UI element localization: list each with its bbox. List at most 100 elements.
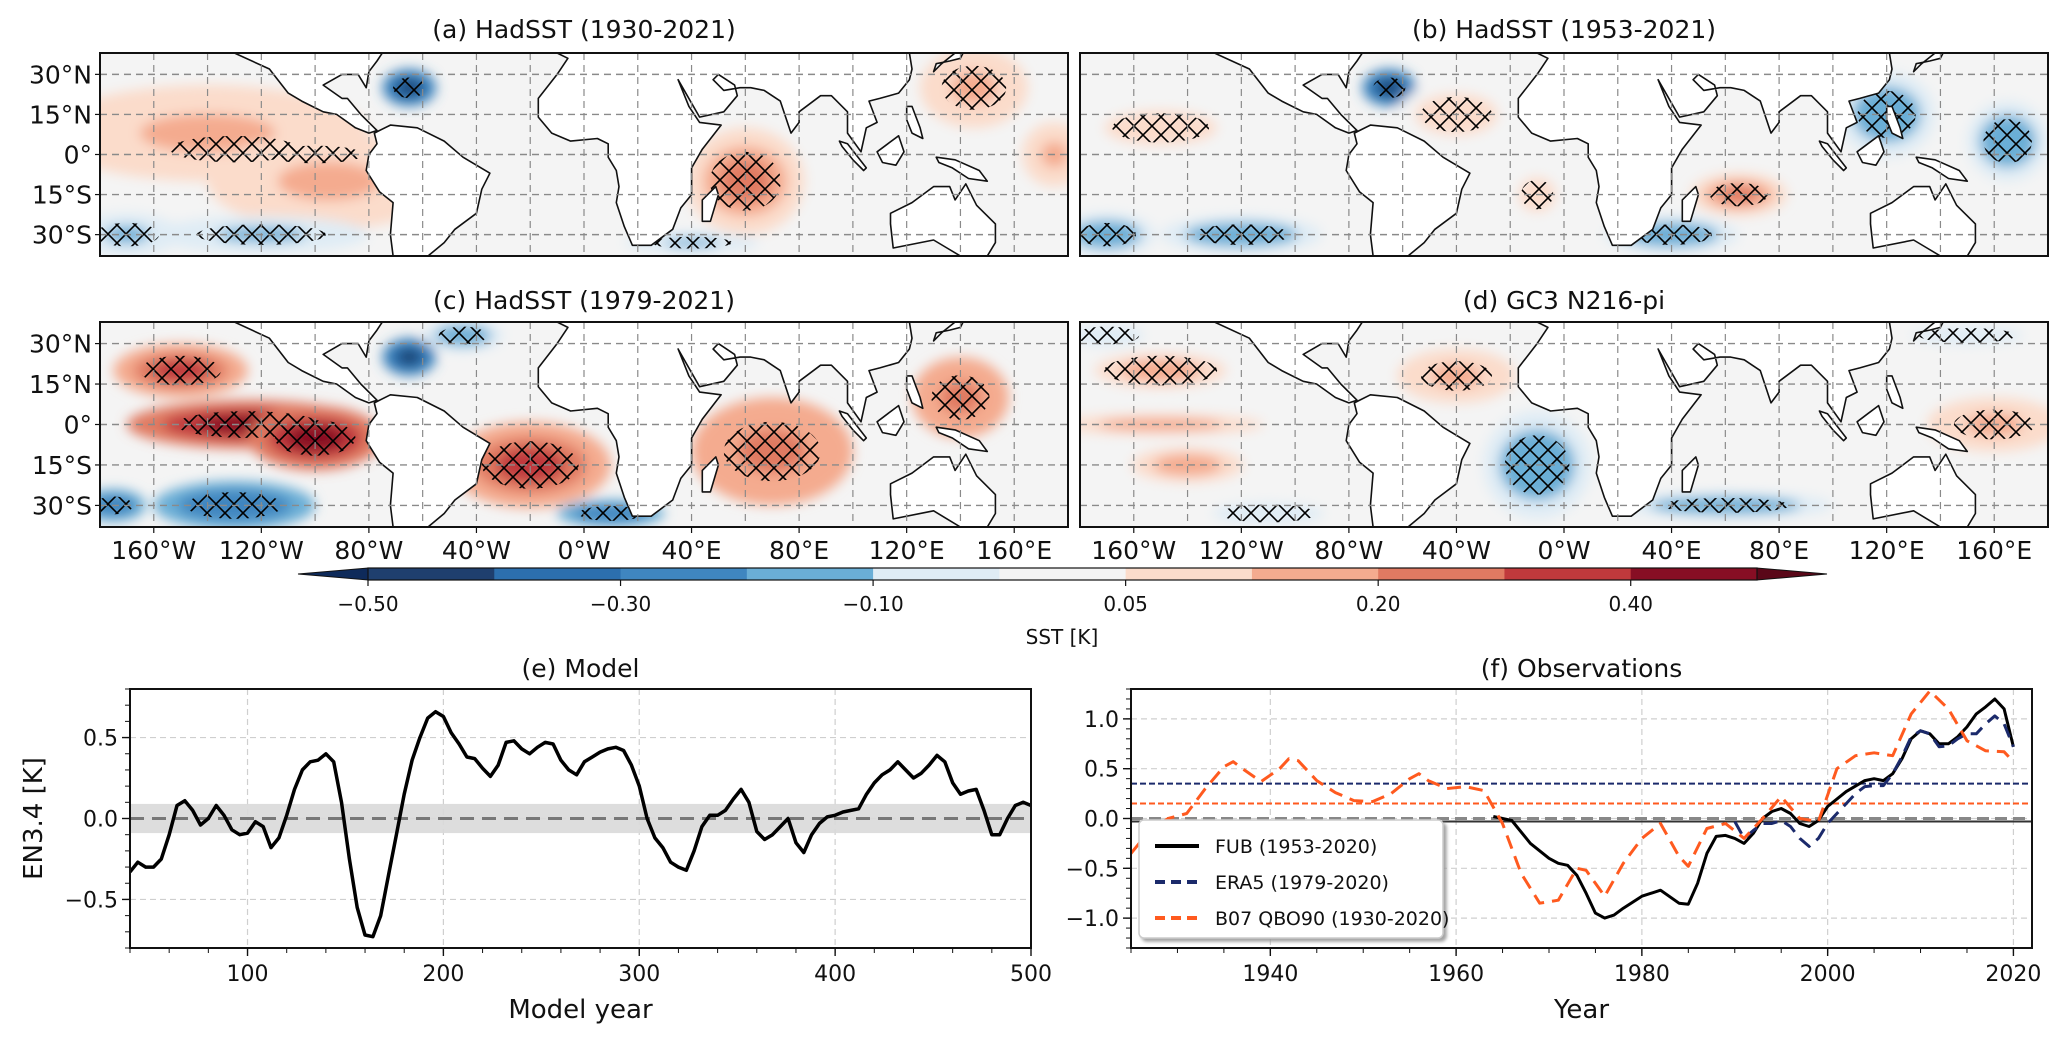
map-gridlines (100, 322, 1068, 527)
longitude-label: 160°E (976, 536, 1052, 565)
longitude-label: 80°E (769, 536, 829, 565)
longitude-label: 80°E (1749, 536, 1809, 565)
coastline (1912, 53, 1944, 73)
land (1213, 322, 1977, 527)
coastline (876, 135, 905, 166)
coastline (876, 404, 905, 437)
y-tick-label: 0.5 (1084, 758, 1119, 783)
longitude-label: 0°W (1537, 536, 1590, 565)
longitude-label: 40°W (442, 536, 511, 565)
legend: FUB (1953-2020) ERA5 (1979-2020) B07 QBO90… (1138, 819, 1449, 939)
hatch-region (274, 420, 356, 456)
colorbar-bin (368, 568, 495, 580)
hatch-region (1112, 113, 1210, 143)
longitude-label: 120°E (869, 536, 945, 565)
coastline (1869, 183, 1977, 256)
longitude-label: 160°E (1956, 536, 2032, 565)
map-panel-c (99, 321, 1069, 528)
map-panel-a (99, 52, 1069, 257)
latitude-label: 30°N (29, 330, 92, 359)
x-axis-label: Year (1553, 995, 1609, 1025)
hatch-region (1104, 355, 1218, 386)
colorbar-frame (367, 567, 1758, 581)
colorbar-bin (494, 568, 622, 580)
coastline (1912, 322, 1944, 342)
hatch-region (941, 65, 1007, 110)
coastline (701, 185, 720, 223)
latitude-labels: 30°N 15°N 0° 15°S 30°S 30°N 15°N 0° 15°S 30°S (29, 60, 100, 520)
map-frame (1079, 52, 2049, 257)
x-tick-label: 500 (1010, 962, 1052, 987)
chart-panel-f: 1940 1960 1980 2000 2020 −1.0 −0.5 0.0 0.5 1.0 (f)… (1066, 654, 2042, 1025)
x-axis-label: Model year (508, 995, 653, 1025)
longitude-label: 160°W (111, 536, 196, 565)
hatch-region (723, 421, 821, 482)
x-tick-label: 2000 (1800, 962, 1856, 987)
longitude-label: 0°W (557, 536, 610, 565)
plot-area (130, 689, 1031, 948)
colorbar-label: SST [K] (1026, 625, 1099, 649)
longitude-label: 120°W (219, 536, 304, 565)
y-tick-label: −0.5 (1066, 857, 1119, 882)
hatch-region (481, 441, 579, 489)
x-tick-label: 1980 (1614, 962, 1670, 987)
latitude-label: 15°N (29, 370, 92, 399)
latitude-label: 15°N (29, 100, 92, 129)
y-axis-label: EN3.4 [K] (19, 757, 49, 880)
coastline (537, 322, 913, 518)
longitude-labels: 160°W 120°W 80°W 40°W 0°W 40°E 80°E 120°E 160°E 1… (111, 527, 2032, 565)
x-tick-label: 400 (814, 962, 856, 987)
hatch-region (438, 326, 488, 345)
coastline (1915, 426, 1969, 453)
x-tick-label: 200 (422, 962, 464, 987)
map-panel-b (1079, 52, 2049, 257)
x-tick-label: 300 (618, 962, 660, 987)
longitude-label: 80°W (334, 536, 403, 565)
sst-anomaly-core (1153, 454, 1222, 476)
hatch-region (709, 151, 781, 211)
latitude-label: 0° (64, 141, 92, 170)
colorbar-tick-label: 0.40 (1608, 592, 1653, 616)
colorbar-extend-over (1756, 567, 1828, 581)
land (1213, 53, 1977, 256)
colorbar-bin (746, 568, 874, 580)
latitude-label: 30°S (32, 491, 92, 520)
coastline (838, 410, 868, 442)
chart-title: (e) Model (522, 654, 640, 683)
latitude-label: 30°S (32, 221, 92, 250)
hatch-region (1983, 119, 2032, 164)
coastline (1681, 185, 1700, 223)
coastline (932, 53, 964, 73)
coastline (1517, 322, 1893, 518)
x-tick-label: 1940 (1242, 962, 1298, 987)
hatch-region (393, 77, 426, 99)
y-tick-label: −1.0 (1066, 907, 1119, 932)
x-tick-label: 100 (227, 962, 269, 987)
longitude-label: 40°E (662, 536, 722, 565)
longitude-label: 80°W (1314, 536, 1383, 565)
y-tick-label: 0.0 (83, 808, 118, 833)
colorbar-tick-label: −0.10 (842, 592, 903, 616)
map-panel-d (1079, 321, 2049, 528)
coastline (889, 183, 997, 256)
colorbar-bin (1504, 568, 1632, 580)
colorbar-tick-label: −0.50 (337, 592, 398, 616)
significance-hatching (1080, 326, 2035, 523)
series-line (1131, 689, 2015, 905)
land (233, 322, 997, 527)
colorbar-bin (620, 568, 748, 580)
colorbar-tick-label: 0.05 (1103, 592, 1148, 616)
legend-box (1138, 819, 1444, 939)
legend-entry: ERA5 (1979-2020) (1215, 872, 1389, 894)
coastline (1856, 135, 1885, 166)
land (233, 53, 997, 256)
latitude-label: 15°S (32, 181, 92, 210)
colorbar-bin (873, 568, 1000, 580)
hatch-region (1373, 77, 1406, 99)
hatch-region (578, 506, 644, 521)
map-title-c: (c) HadSST (1979-2021) (433, 286, 735, 315)
series-line (1733, 714, 2015, 848)
map-title-d: (d) GC3 N216-pi (1463, 286, 1665, 315)
coastline (1517, 53, 1893, 247)
